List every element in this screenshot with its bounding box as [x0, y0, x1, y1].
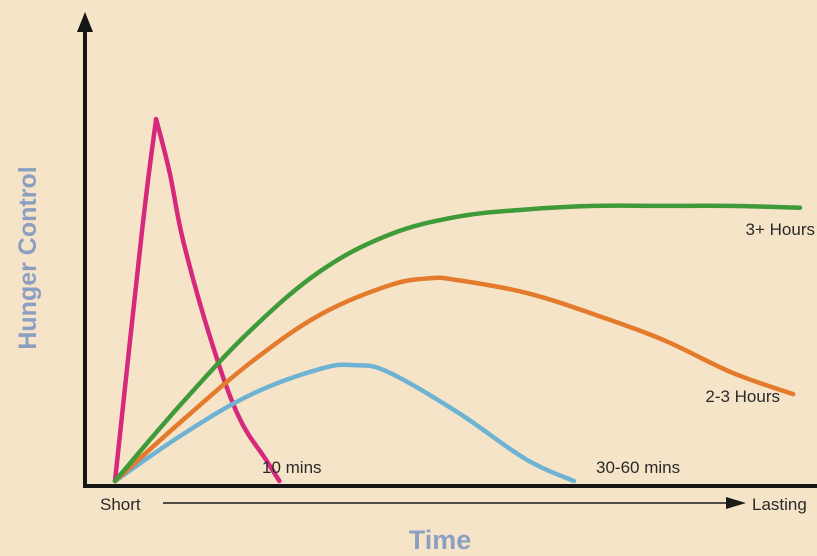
y-axis-arrowhead — [77, 12, 93, 32]
x-axis-title: Time — [409, 525, 472, 555]
series-line-10-mins — [112, 116, 282, 484]
x-end-label: Lasting — [752, 495, 807, 514]
series-label-layer: 10 mins 30-60 mins 2-3 Hours 3+ Hours — [262, 220, 815, 477]
series-layer — [112, 116, 803, 484]
series-line-30-60-mins — [112, 362, 577, 484]
series-line-2-3-hours — [112, 275, 796, 484]
y-axis-title: Hunger Control — [14, 166, 42, 349]
series-label-10-mins: 10 mins — [262, 458, 322, 477]
series-label-2-3-hours: 2-3 Hours — [705, 387, 780, 406]
time-arrow-head — [726, 497, 746, 509]
series-line-3-hours — [112, 203, 803, 484]
series-label-30-60-mins: 30-60 mins — [596, 458, 680, 477]
x-start-label: Short — [100, 495, 141, 514]
series-label-3-hours: 3+ Hours — [746, 220, 815, 239]
